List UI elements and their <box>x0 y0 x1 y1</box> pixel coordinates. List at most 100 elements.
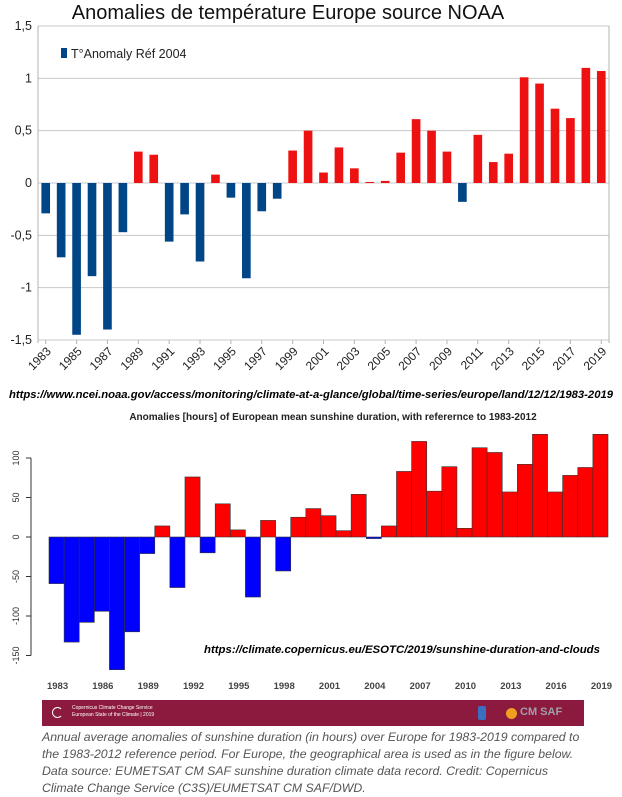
bar-2012 <box>488 162 498 183</box>
x-tick-label: 1989 <box>138 681 159 692</box>
bar-2019 <box>592 433 609 538</box>
x-tick-label: 2013 <box>488 344 517 373</box>
bar-1994 <box>211 174 220 183</box>
x-tick-label: 1998 <box>274 681 295 692</box>
bar-2008 <box>427 130 436 183</box>
x-tick-label: 2005 <box>365 344 394 373</box>
bar-1992 <box>180 183 189 215</box>
bar-2016 <box>547 491 563 538</box>
source-url: https://climate.copernicus.eu/ESOTC/2019… <box>204 644 600 656</box>
bar-2007 <box>411 119 421 183</box>
y-tick-label: -50 <box>11 570 21 583</box>
bar-2000 <box>303 130 313 183</box>
x-tick-label: 2001 <box>303 344 332 373</box>
x-tick-label: 2019 <box>581 344 610 373</box>
bar-1999 <box>288 150 297 183</box>
x-tick-label: 2011 <box>458 344 486 372</box>
x-tick-label: 1997 <box>241 344 270 373</box>
bar-1996 <box>245 536 261 598</box>
bar-1993 <box>199 536 216 554</box>
x-tick-label: 2007 <box>395 344 424 373</box>
bar-1995 <box>226 183 236 198</box>
x-tick-label: 2019 <box>591 681 612 692</box>
x-tick-label: 1999 <box>272 344 301 373</box>
bar-2006 <box>396 471 412 538</box>
x-tick-label: 1989 <box>118 344 147 373</box>
bar-2002 <box>334 147 344 183</box>
x-tick-label: 2017 <box>550 344 579 373</box>
x-tick-label: 1983 <box>25 344 54 373</box>
dwd-logo-icon <box>478 706 486 720</box>
y-tick-label: 100 <box>11 450 21 465</box>
bar-2004 <box>365 536 382 539</box>
bar-1991 <box>164 183 174 242</box>
bar-2004 <box>365 181 375 183</box>
x-tick-label: 1992 <box>183 681 204 692</box>
bar-2002 <box>335 530 352 538</box>
bar-1988 <box>118 183 128 233</box>
x-tick-label: 2001 <box>319 681 341 692</box>
x-tick-label: 2009 <box>426 344 455 373</box>
bar-1986 <box>87 183 97 277</box>
bar-2007 <box>411 441 428 538</box>
bar-1984 <box>56 183 66 258</box>
bar-1989 <box>133 151 143 183</box>
charts-canvas: Anomalies de température Europe source N… <box>9 2 614 692</box>
bar-1985 <box>78 536 95 623</box>
bar-1987 <box>109 536 125 671</box>
bar-1994 <box>214 503 231 538</box>
x-tick-label: 2013 <box>500 681 521 692</box>
y-tick-label: -1 <box>21 281 32 295</box>
bar-1999 <box>290 516 307 538</box>
y-tick-label: 1,5 <box>15 19 32 33</box>
bar-1983 <box>41 183 51 214</box>
y-tick-label: 0 <box>25 176 32 190</box>
y-tick-label: 50 <box>11 492 21 502</box>
x-tick-label: 2007 <box>410 681 431 692</box>
bar-2017 <box>562 475 579 538</box>
bar-2006 <box>396 152 405 183</box>
x-tick-label: 1993 <box>179 344 208 373</box>
bar-1993 <box>195 183 205 262</box>
bar-1997 <box>257 183 267 212</box>
bar-2013 <box>501 491 518 538</box>
bar-2011 <box>471 447 488 538</box>
bar-2012 <box>486 452 503 538</box>
bar-2001 <box>320 515 337 538</box>
bar-1998 <box>275 536 292 572</box>
x-tick-label: 2016 <box>546 681 567 692</box>
bar-2018 <box>581 67 591 183</box>
bar-2005 <box>381 525 397 538</box>
bar-2013 <box>504 153 514 183</box>
copernicus-logo-icon <box>52 707 63 718</box>
bar-2017 <box>566 118 575 183</box>
bar-2014 <box>519 77 529 183</box>
bar-2014 <box>517 464 533 538</box>
bar-1989 <box>139 536 156 554</box>
figure-caption: Annual average anomalies of sunshine dur… <box>42 730 580 795</box>
bar-2009 <box>442 151 452 183</box>
x-tick-label: 1995 <box>228 681 250 692</box>
bar-2000 <box>305 508 322 538</box>
bar-2011 <box>473 134 483 183</box>
source-url: https://www.ncei.noaa.gov/access/monitor… <box>9 389 614 401</box>
x-tick-label: 2015 <box>519 344 548 373</box>
x-tick-label: 1985 <box>56 344 85 373</box>
y-tick-label: -100 <box>11 607 21 625</box>
x-tick-label: 1987 <box>87 344 116 373</box>
bar-1990 <box>149 154 159 183</box>
x-tick-label: 2010 <box>455 681 476 692</box>
legend-swatch <box>61 48 67 58</box>
chart-title: Anomalies de température Europe source N… <box>72 2 505 24</box>
x-tick-label: 2003 <box>334 344 363 373</box>
x-tick-label: 1995 <box>210 344 239 373</box>
bar-1986 <box>94 536 110 612</box>
y-tick-label: -150 <box>11 646 21 664</box>
bar-2009 <box>441 466 458 538</box>
bar-1990 <box>154 525 171 538</box>
y-tick-label: -1,5 <box>10 333 32 347</box>
copernicus-banner: Copernicus Climate Change Service Europea… <box>42 700 584 726</box>
bar-1998 <box>272 183 282 199</box>
bar-1988 <box>124 536 140 633</box>
cmsaf-logo: CM SAF <box>520 706 563 718</box>
